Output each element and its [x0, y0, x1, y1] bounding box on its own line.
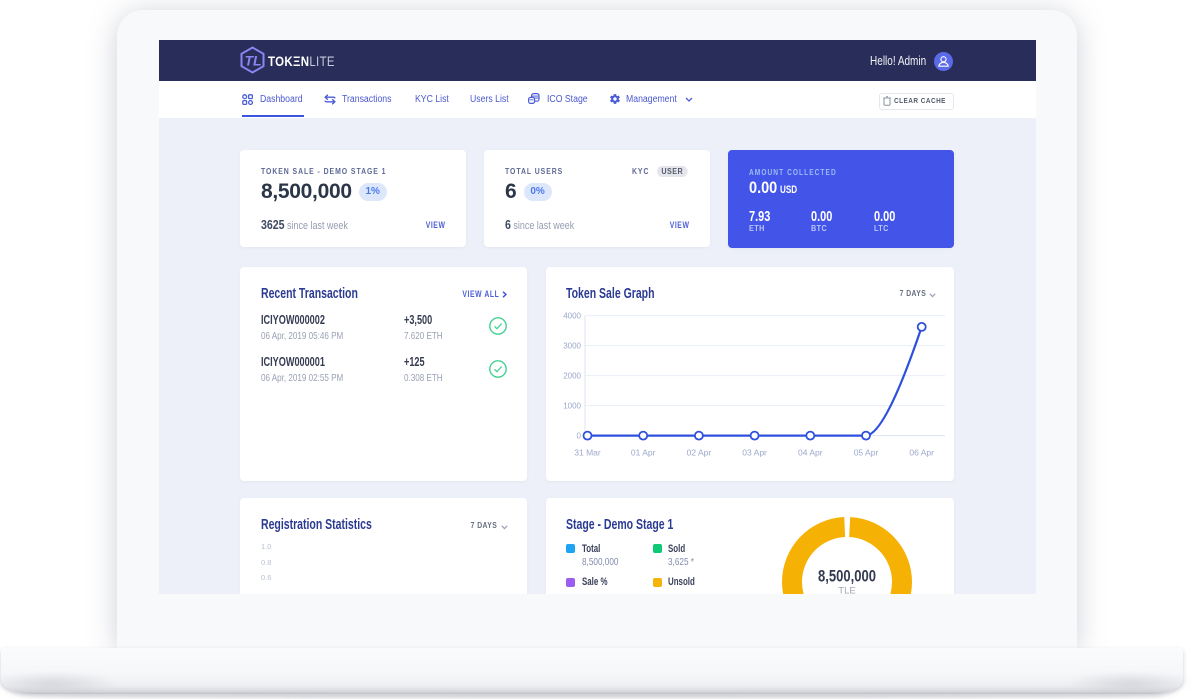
svg-text:01 Apr: 01 Apr: [631, 448, 656, 458]
svg-text:1000: 1000: [563, 401, 581, 410]
svg-text:4000: 4000: [563, 311, 581, 320]
svg-text:3000: 3000: [563, 341, 581, 350]
svg-text:31 Mar: 31 Mar: [574, 448, 601, 458]
svg-text:8,500,000: 8,500,000: [818, 566, 876, 585]
svg-text:TLE: TLE: [838, 585, 855, 594]
svg-text:03 Apr: 03 Apr: [742, 448, 767, 458]
svg-text:TL: TL: [245, 53, 262, 69]
svg-text:04 Apr: 04 Apr: [798, 448, 823, 458]
svg-text:06 Apr: 06 Apr: [909, 448, 934, 458]
svg-text:2000: 2000: [563, 371, 581, 380]
svg-text:05 Apr: 05 Apr: [854, 448, 879, 458]
svg-text:02 Apr: 02 Apr: [687, 448, 712, 458]
svg-text:0: 0: [577, 431, 582, 440]
